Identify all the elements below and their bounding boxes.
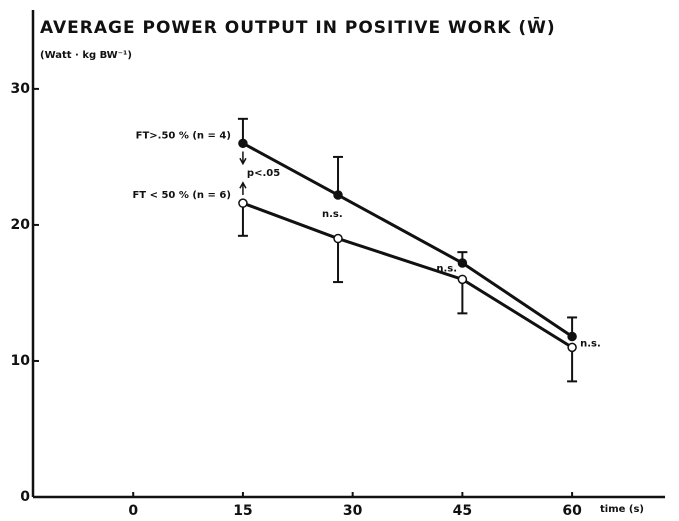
x-tick-label: 30 xyxy=(343,503,363,519)
significance-arrows xyxy=(239,151,247,196)
point xyxy=(457,258,468,268)
series-label: FT>.50 % (n = 4) xyxy=(136,130,231,141)
point xyxy=(238,198,248,208)
x-tick-label: 0 xyxy=(128,503,138,519)
annotation: n.s. xyxy=(322,209,343,220)
annotation: n.s. xyxy=(436,263,457,274)
chart-subtitle: (Watt · kg BW⁻¹) xyxy=(40,50,132,61)
y-tick-label: 20 xyxy=(11,217,31,233)
y-tick-label: 30 xyxy=(11,81,31,97)
x-tick-label: 60 xyxy=(562,503,582,519)
point xyxy=(567,342,577,353)
point xyxy=(238,138,248,149)
line xyxy=(242,141,573,338)
annotation: n.s. xyxy=(580,338,601,349)
y-tick-label: 0 xyxy=(20,489,30,505)
chart-title: AVERAGE POWER OUTPUT IN POSITIVE WORK (W… xyxy=(40,16,556,38)
x-axis-label: time (s) xyxy=(600,504,644,515)
line xyxy=(242,201,573,349)
x-tick-label: 45 xyxy=(453,503,472,519)
point xyxy=(567,331,577,342)
y-tick-label: 10 xyxy=(11,353,31,369)
annotation: p<.05 xyxy=(247,168,280,179)
point xyxy=(333,233,343,244)
point xyxy=(457,274,468,285)
series-label: FT < 50 % (n = 6) xyxy=(132,190,230,201)
point xyxy=(333,190,343,200)
x-tick-label: 15 xyxy=(233,503,252,519)
